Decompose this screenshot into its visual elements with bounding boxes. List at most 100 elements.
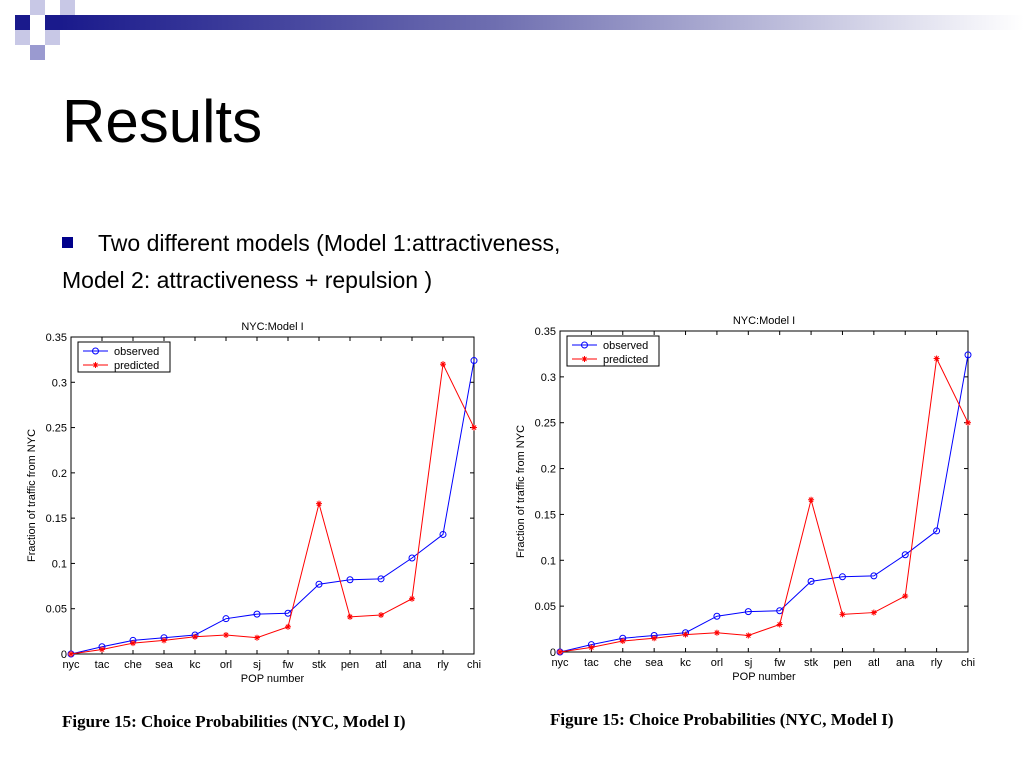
star-stroke: [378, 612, 384, 618]
data-point-predicted: [588, 644, 595, 651]
x-tick-label: kc: [190, 659, 202, 671]
x-tick-label: che: [614, 657, 632, 669]
data-point-predicted: [130, 640, 136, 647]
series-line-predicted: [559, 356, 969, 653]
data-point-predicted: [776, 621, 783, 628]
data-point-observed: [377, 575, 385, 583]
legend-box: [77, 341, 171, 373]
legend-marker-observed: [92, 347, 99, 355]
data-point-observed: [744, 608, 752, 616]
data-point-predicted: [347, 613, 353, 620]
header-decoration: [0, 0, 1024, 60]
data-point-predicted: [254, 634, 260, 641]
chart-title: NYC:Model I: [241, 321, 303, 333]
star-stroke: [871, 610, 877, 616]
data-point-observed: [470, 357, 478, 365]
data-point-predicted: [99, 646, 105, 653]
series-line-predicted: [70, 362, 475, 655]
header-square: [0, 45, 15, 60]
data-point-observed: [870, 572, 878, 580]
x-tick-label: pen: [341, 659, 359, 671]
header-square: [30, 0, 45, 15]
x-tick-label: che: [124, 659, 142, 671]
y-tick-label: 0.2: [52, 468, 67, 480]
star-stroke: [93, 362, 98, 368]
x-tick-label: orl: [220, 659, 232, 671]
data-point-predicted: [870, 609, 877, 616]
x-tick-label: ana: [896, 657, 915, 669]
y-tick-label: 0.25: [46, 423, 67, 435]
star-stroke: [651, 635, 657, 641]
x-tick-label: ana: [403, 659, 422, 671]
x-tick-label: nyc: [551, 657, 569, 669]
y-tick-label: 0.2: [541, 464, 556, 476]
x-axis-label: POP number: [732, 671, 796, 683]
data-point-observed: [807, 577, 815, 585]
star-stroke: [99, 647, 105, 652]
legend-marker-predicted: [581, 356, 588, 362]
page-title: Results: [62, 88, 263, 155]
star-stroke: [161, 637, 167, 643]
data-point-predicted: [161, 637, 167, 644]
star-stroke: [777, 622, 783, 627]
x-tick-label: rly: [931, 657, 943, 669]
x-tick-label: orl: [711, 657, 723, 669]
bullet-text: Two different models (Model 1:attractive…: [98, 230, 561, 256]
x-axis-label: POP number: [241, 673, 305, 685]
star-stroke: [192, 634, 198, 640]
y-tick-label: 0.1: [52, 558, 67, 570]
data-point-predicted: [223, 631, 229, 638]
header-square: [60, 0, 75, 15]
header-square: [45, 15, 60, 30]
bullet-square-icon: [62, 237, 73, 249]
star-stroke: [347, 614, 353, 620]
star-stroke: [902, 593, 908, 599]
bullet-item: Two different models (Model 1:attractive…: [62, 230, 560, 257]
data-point-predicted: [409, 595, 415, 602]
star-stroke: [934, 356, 940, 361]
data-point-predicted: [713, 629, 720, 636]
plot-frame: [70, 336, 475, 655]
data-point-predicted: [440, 361, 446, 368]
header-square: [45, 30, 60, 45]
data-point-observed: [964, 351, 972, 359]
data-point-observed: [838, 573, 846, 581]
series-line-observed: [70, 360, 475, 655]
y-axis-label: Fraction of traffic from NYC: [26, 429, 38, 562]
x-tick-label: chi: [467, 659, 481, 671]
x-tick-label: sea: [155, 659, 174, 671]
x-tick-label: fw: [283, 659, 294, 671]
line-chart-left: NYC:Model I 0 0.05 0.1 0.15 0.2 0.25 0.3 0.35 nyc…: [26, 321, 481, 685]
star-stroke: [285, 624, 291, 630]
data-point-predicted: [316, 500, 322, 507]
y-tick-label: 0.05: [535, 601, 556, 613]
star-stroke: [582, 356, 587, 362]
header-square: [15, 15, 30, 30]
data-point-predicted: [808, 496, 815, 503]
star-stroke: [316, 501, 322, 507]
header-square: [30, 45, 45, 60]
data-point-observed: [901, 551, 909, 559]
x-tick-label: stk: [312, 659, 327, 671]
x-tick-label: sj: [253, 659, 261, 671]
star-stroke: [68, 651, 74, 657]
x-tick-label: sea: [645, 657, 664, 669]
data-point-predicted: [902, 593, 909, 600]
x-tick-label: sj: [744, 657, 752, 669]
legend-box: [566, 335, 660, 367]
x-tick-label: fw: [774, 657, 785, 669]
star-stroke: [130, 640, 136, 646]
data-point-observed: [346, 576, 354, 584]
body-text: Model 2: attractiveness + repulsion ): [62, 267, 433, 293]
data-point-observed: [713, 612, 721, 620]
y-tick-label: 0.35: [46, 332, 67, 344]
y-axis-label: Fraction of traffic from NYC: [515, 425, 527, 558]
star-stroke: [440, 361, 446, 367]
chart-title: NYC:Model I: [733, 315, 795, 327]
x-tick-label: atl: [375, 659, 387, 671]
x-tick-label: chi: [961, 657, 975, 669]
y-tick-label: 0.15: [535, 509, 556, 521]
data-point-predicted: [68, 651, 74, 657]
star-stroke: [254, 635, 260, 641]
data-point-predicted: [965, 419, 971, 426]
